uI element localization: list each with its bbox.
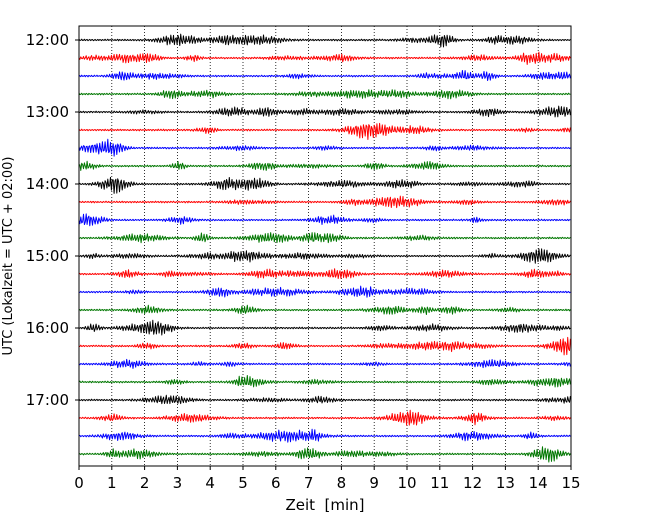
x-tick-label: 6 — [271, 474, 281, 492]
trace-row — [78, 176, 571, 194]
trace-row — [78, 304, 571, 316]
x-tick-label: 3 — [173, 474, 183, 492]
x-axis-ticks: 0 1 2 3 4 5 6 7 8 9 10 11 12 13 14 15 — [74, 466, 581, 492]
x-tick-label: 4 — [205, 474, 215, 492]
trace-row — [78, 319, 571, 336]
x-tick-label: 2 — [140, 474, 150, 492]
y-tick-label: 17:00 — [26, 391, 69, 409]
x-tick-label: 1 — [107, 474, 117, 492]
trace-row — [78, 268, 571, 280]
y-tick-label: 15:00 — [26, 247, 69, 265]
vertical-grid — [111, 26, 539, 466]
plot-frame — [78, 25, 572, 467]
trace-row — [78, 213, 571, 227]
trace-row — [78, 358, 571, 369]
trace-row — [78, 409, 571, 426]
x-tick-label: 12 — [463, 474, 482, 492]
trace-row — [78, 89, 571, 100]
trace-row — [78, 122, 571, 140]
trace-row — [78, 232, 571, 244]
y-tick-label: 12:00 — [26, 31, 69, 49]
trace-row — [78, 33, 571, 48]
trace-row — [78, 138, 571, 157]
y-axis-label: UTC (Lokalzeit = UTC + 02:00) — [1, 157, 16, 356]
x-tick-label: 0 — [74, 474, 84, 492]
x-tick-label: 11 — [430, 474, 449, 492]
x-tick-label: 10 — [397, 474, 416, 492]
x-tick-label: 5 — [238, 474, 248, 492]
trace-row — [78, 428, 571, 443]
x-tick-label: 8 — [337, 474, 347, 492]
x-tick-label: 9 — [369, 474, 379, 492]
seismic-traces — [78, 33, 571, 463]
y-tick-label: 14:00 — [26, 175, 69, 193]
trace-row — [78, 195, 571, 209]
x-axis-label: Zeit [min] — [285, 496, 364, 514]
y-tick-label: 16:00 — [26, 319, 69, 337]
trace-row — [78, 69, 571, 82]
x-tick-label: 15 — [561, 474, 580, 492]
trace-row — [78, 446, 571, 463]
trace-row — [79, 285, 571, 298]
trace-row — [78, 394, 571, 405]
x-tick-label: 7 — [304, 474, 314, 492]
trace-row — [78, 160, 571, 171]
y-tick-label: 13:00 — [26, 103, 69, 121]
y-axis-ticks: 12:00 13:00 14:00 15:00 16:00 17:00 — [26, 31, 79, 409]
trace-row — [78, 248, 571, 264]
x-tick-label: 13 — [496, 474, 515, 492]
trace-row — [78, 51, 571, 65]
trace-row — [78, 374, 571, 388]
trace-row — [78, 105, 571, 118]
trace-row — [78, 336, 571, 356]
x-tick-label: 14 — [529, 474, 548, 492]
